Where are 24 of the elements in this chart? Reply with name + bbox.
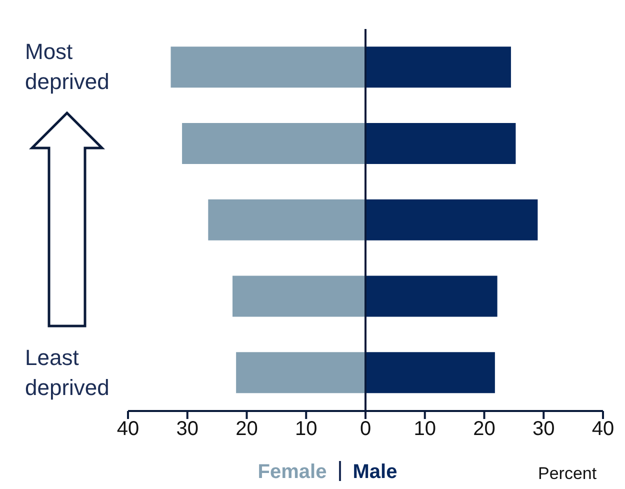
y-tick-label: Least deprived (25, 344, 110, 400)
text: Male (352, 461, 398, 483)
bar (366, 352, 495, 394)
bar (366, 122, 516, 164)
bar (366, 46, 511, 88)
bar (208, 199, 366, 240)
x-tick-label: 0 (360, 418, 372, 440)
x-tick-label: 10 (295, 418, 318, 440)
text: Female (258, 461, 327, 483)
x-tick-label: 30 (532, 418, 555, 440)
x-axis-title: Percent (538, 464, 597, 484)
x-tick-label: 40 (592, 418, 614, 440)
y-tick-label: Most deprived (25, 39, 110, 94)
bar (182, 122, 366, 164)
bar (170, 46, 366, 88)
x-tick-label: 10 (414, 418, 436, 440)
bar (232, 276, 366, 317)
x-tick-label: 20 (236, 418, 258, 440)
x-tick-label: 40 (116, 418, 140, 440)
x-tick-label: 30 (176, 418, 198, 440)
bar (366, 276, 498, 317)
bar (236, 352, 366, 394)
x-tick-label: 20 (473, 418, 496, 440)
bar (366, 199, 538, 240)
